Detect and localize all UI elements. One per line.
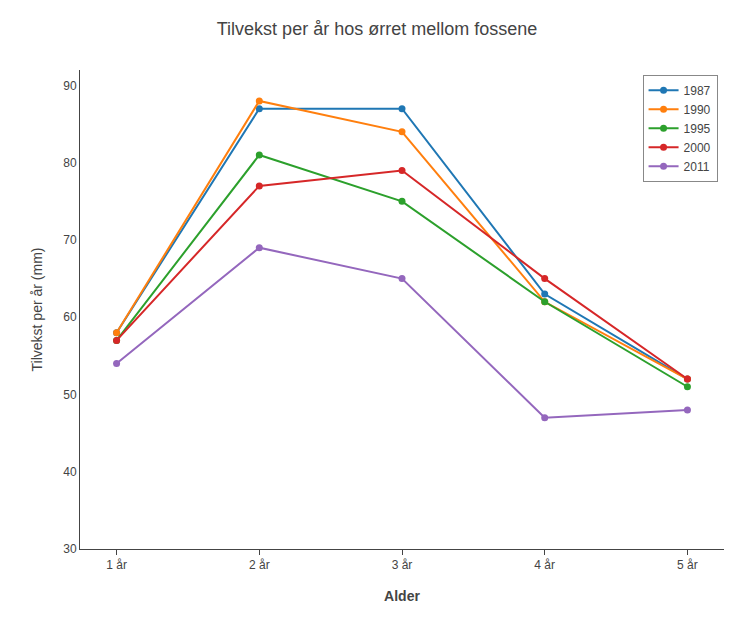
svg-text:2 år: 2 år [249,558,270,572]
svg-text:70: 70 [63,233,77,247]
svg-text:Tilvekst per år hos ørret mell: Tilvekst per år hos ørret mellom fossene [217,19,537,39]
svg-text:2011: 2011 [684,160,710,174]
svg-text:60: 60 [63,310,77,324]
svg-text:30: 30 [63,542,77,556]
svg-text:3 år: 3 år [392,558,413,572]
svg-text:2000: 2000 [684,141,711,155]
svg-text:1 år: 1 år [106,558,127,572]
svg-text:1987: 1987 [684,84,711,98]
svg-text:1995: 1995 [684,122,711,136]
svg-text:Tilvekst per år (mm): Tilvekst per år (mm) [29,248,45,372]
svg-text:5 år: 5 år [677,558,698,572]
svg-text:90: 90 [63,79,77,93]
svg-text:Alder: Alder [384,588,420,604]
svg-text:80: 80 [63,156,77,170]
svg-text:4 år: 4 år [534,558,555,572]
svg-text:40: 40 [63,465,77,479]
svg-text:50: 50 [63,388,77,402]
svg-text:1990: 1990 [684,103,711,117]
